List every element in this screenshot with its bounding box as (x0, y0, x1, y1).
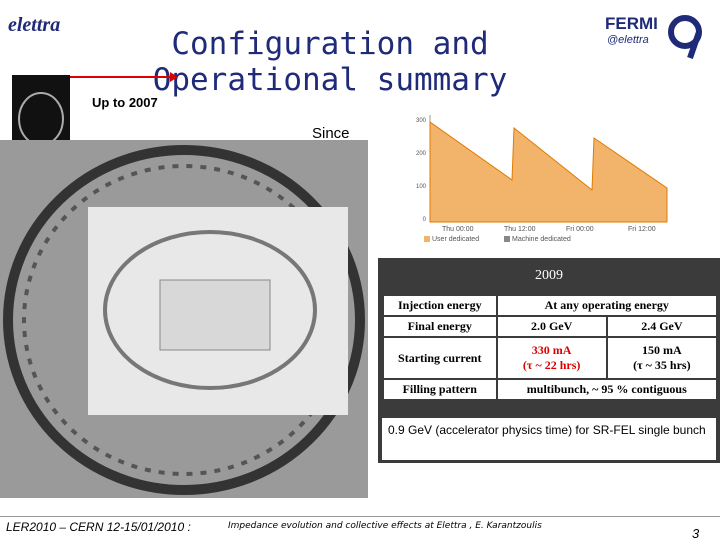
legend-entry: Machine dedicated (512, 236, 571, 243)
y-tick-label: 300 (416, 118, 427, 124)
cell: Filling pattern (382, 378, 498, 401)
table-title: 2009 (535, 268, 563, 283)
table: Injection energy At any operating energy … (382, 294, 719, 401)
cell: Starting current (382, 336, 498, 380)
note: 0.9 GeV (accelerator physics time) for S… (382, 418, 716, 460)
beam-plot: 300 200 100 0 Thu 00:00 Thu 12:00 Fri 00:00 Fri… (416, 115, 668, 243)
cell: 330 mA (τ ~ 22 hrs) (495, 336, 608, 380)
logo-right-top: FERMI (605, 14, 658, 33)
logo-mark (668, 15, 702, 59)
logo-left: elettra (8, 14, 61, 36)
cell-line: 150 mA (642, 343, 682, 357)
cell: 2.0 GeV (495, 315, 608, 338)
cell-line: (τ ~ 22 hrs) (522, 358, 581, 372)
footer-rule (0, 516, 720, 517)
logo-right-bottom: @elettra (607, 34, 649, 46)
title: Configuration and Operational summary (152, 26, 508, 98)
cell: Final energy (382, 315, 498, 338)
x-tick-label: Thu 12:00 (504, 226, 536, 233)
cell-line: 330 mA (531, 343, 572, 357)
footer-talk: Impedance evolution and collective effec… (228, 521, 542, 531)
cell-line: (τ ~ 35 hrs) (633, 358, 691, 372)
cell: 2.4 GeV (605, 315, 719, 338)
arrow (70, 72, 178, 82)
cell: Injection energy (382, 294, 498, 317)
legend-entry: User dedicated (432, 236, 479, 243)
y-tick-label: 200 (416, 151, 427, 157)
x-tick-label: Fri 00:00 (566, 226, 594, 233)
x-tick-label: Fri 12:00 (628, 226, 656, 233)
cell: 150 mA (τ ~ 35 hrs) (605, 336, 719, 380)
ring-image (0, 140, 368, 498)
cell: At any operating energy (495, 294, 719, 317)
page-number: 3 (692, 526, 700, 540)
x-tick-label: Thu 00:00 (442, 226, 474, 233)
label: Up to 2007 (92, 95, 158, 110)
footer-event: LER2010 – CERN 12-15/01/2010 : (6, 520, 191, 534)
cell: multibunch, ~ 95 % contiguous (495, 378, 719, 401)
y-tick-label: 0 (423, 217, 427, 223)
y-tick-label: 100 (416, 184, 427, 190)
